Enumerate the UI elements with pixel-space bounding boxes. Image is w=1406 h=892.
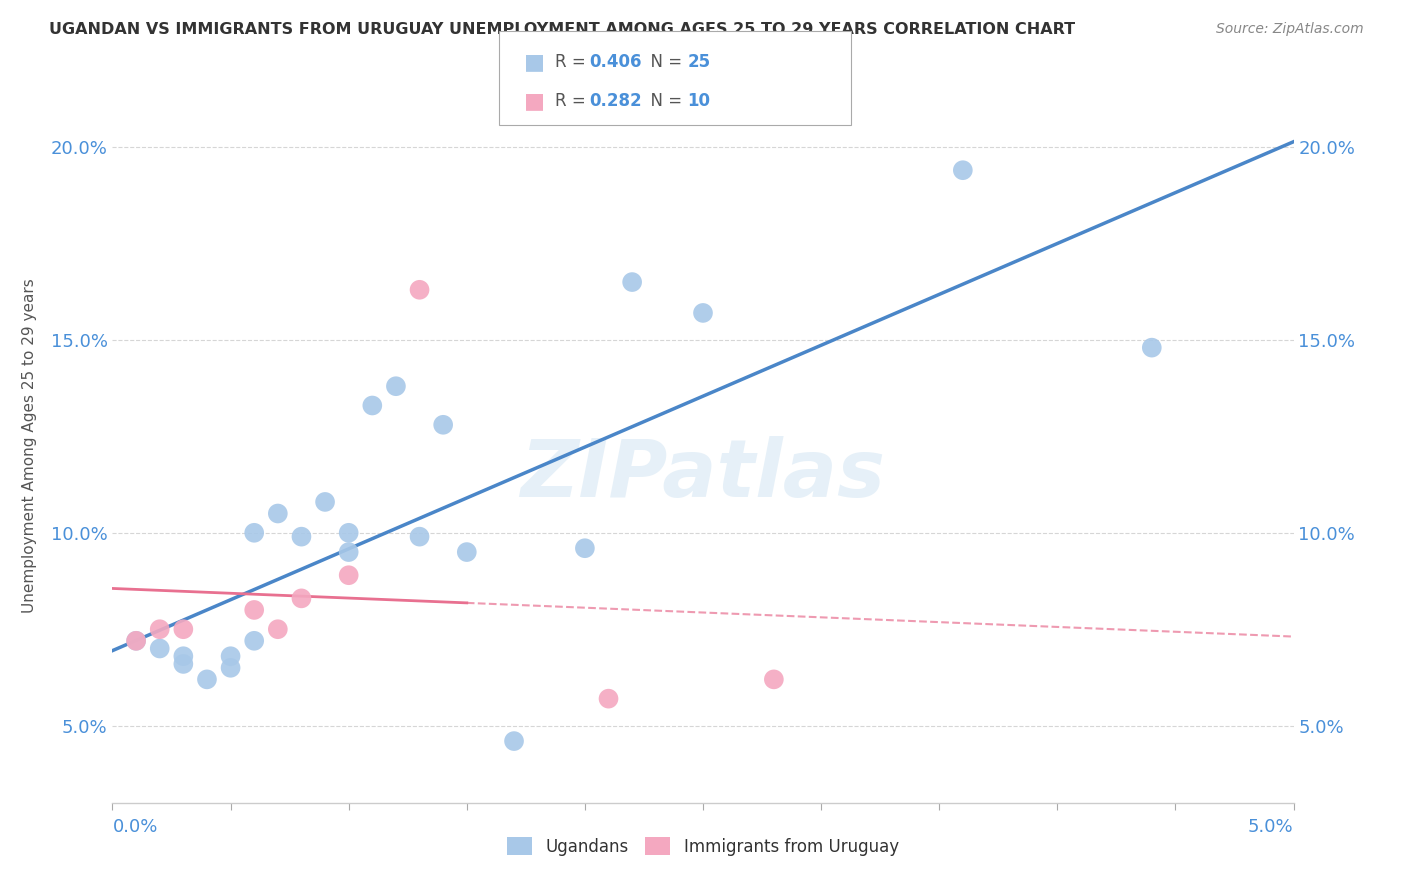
Point [172,649,194,664]
Point [337,568,360,582]
Point [219,649,242,664]
Point [243,603,266,617]
Point [337,545,360,559]
Point [243,525,266,540]
Point [125,633,148,648]
Point [361,399,384,413]
Point [621,275,644,289]
Text: 0.406: 0.406 [589,54,641,71]
Point [385,379,408,393]
Point [172,622,194,636]
Text: ■: ■ [524,91,546,111]
Point [219,661,242,675]
Point [314,495,336,509]
Point [408,283,430,297]
Point [952,163,974,178]
Point [598,691,620,706]
Point [125,633,148,648]
Text: 0.282: 0.282 [589,92,641,110]
Text: N =: N = [640,54,688,71]
Point [1140,341,1163,355]
Text: R =: R = [555,92,592,110]
Text: 0.0%: 0.0% [112,818,157,836]
Point [503,734,526,748]
Text: R =: R = [555,54,592,71]
Point [267,507,290,521]
Point [267,622,290,636]
Point [243,633,266,648]
Point [408,530,430,544]
Text: UGANDAN VS IMMIGRANTS FROM URUGUAY UNEMPLOYMENT AMONG AGES 25 TO 29 YEARS CORREL: UGANDAN VS IMMIGRANTS FROM URUGUAY UNEMP… [49,22,1076,37]
Point [456,545,478,559]
Point [290,530,312,544]
Point [762,673,785,687]
Point [290,591,312,606]
Point [574,541,596,556]
Point [692,306,714,320]
Text: ■: ■ [524,53,546,72]
Point [337,525,360,540]
Point [432,417,454,432]
Text: ZIPatlas: ZIPatlas [520,435,886,514]
Text: 5.0%: 5.0% [1249,818,1294,836]
Y-axis label: Unemployment Among Ages 25 to 29 years: Unemployment Among Ages 25 to 29 years [21,278,37,614]
Point [149,622,172,636]
Text: N =: N = [640,92,688,110]
Text: 10: 10 [688,92,710,110]
Legend: Ugandans, Immigrants from Uruguay: Ugandans, Immigrants from Uruguay [501,830,905,863]
Point [172,657,194,671]
Text: Source: ZipAtlas.com: Source: ZipAtlas.com [1216,22,1364,37]
Point [195,673,218,687]
Point [149,641,172,656]
Text: 25: 25 [688,54,710,71]
